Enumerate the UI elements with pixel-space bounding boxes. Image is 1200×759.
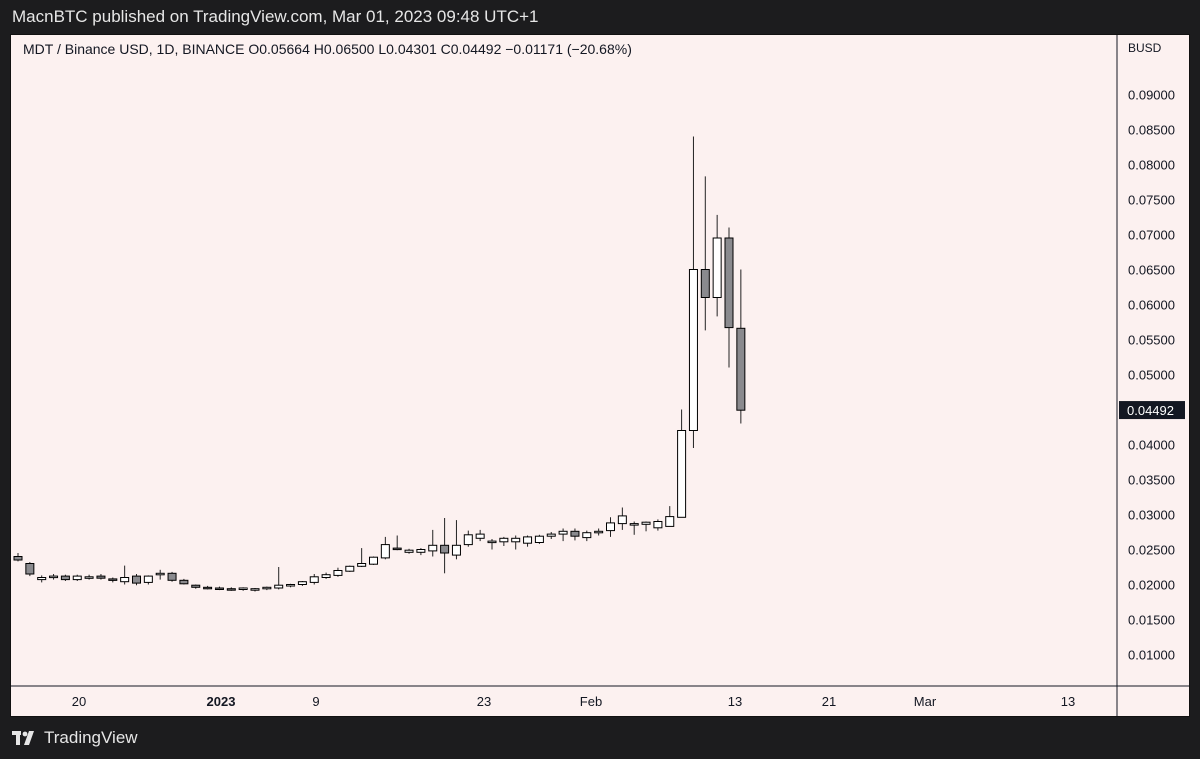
candle-down [108,578,118,581]
price-tick-label: 0.06500 [1128,263,1175,278]
candle-up [677,430,687,518]
candle-up [475,533,485,539]
time-tick-label: 21 [822,694,836,709]
candle-up [629,523,639,526]
price-tick-label: 0.03000 [1128,508,1175,523]
candle-up [250,588,260,591]
candle-up [143,575,153,583]
candle-up [297,581,307,586]
last-price-tag [1119,401,1185,420]
candle-up [451,544,461,556]
time-tick-label: Feb [580,694,602,709]
candle-down [724,237,734,329]
candle-up [511,537,521,543]
price-tick-label: 0.08000 [1128,158,1175,173]
price-tick-label: 0.02000 [1128,578,1175,593]
candle-up [594,530,604,534]
candle-up [321,574,331,579]
brand-name: TradingView [44,728,138,747]
candle-up [262,586,272,590]
candle-up [546,533,556,537]
price-tick-label: 0.05000 [1128,368,1175,383]
candle-up [463,534,473,546]
time-tick-label: 9 [312,694,319,709]
price-tick-label: 0.02500 [1128,543,1175,558]
time-tick-label: 13 [1061,694,1075,709]
candle-up [404,549,414,553]
candle-down [132,575,141,584]
candle-up [37,577,47,581]
tradingview-logo-icon [12,731,34,745]
price-tick-label: 0.07000 [1128,228,1175,243]
price-tick-label: 0.01000 [1128,648,1175,663]
candle-up [523,536,533,544]
candle-down [13,556,23,561]
price-axis-currency: BUSD [1128,41,1162,55]
candle-down [392,547,402,551]
candle-up [582,532,592,539]
price-tick-label: 0.07500 [1128,193,1175,208]
candle-up [369,556,378,565]
candle-up [688,269,698,431]
candle-up [712,237,722,298]
publish-header: MacnBTC published on TradingView.com, Ma… [0,0,1200,34]
price-tick-label: 0.06000 [1128,298,1175,313]
chart-panel[interactable]: BUSD 0.01000 0.01500 0.02000 0.02500 0.03000 0… [10,34,1190,717]
candle-up [487,540,497,544]
candle-up [380,544,390,559]
candle-down [214,587,224,590]
candle-up [333,570,343,576]
candle-up [499,537,509,543]
candle-down [191,584,201,588]
candle-down [25,563,35,575]
price-tick-label: 0.03500 [1128,473,1175,488]
candle-down [60,575,70,581]
candle-up [155,572,165,576]
candle-up [84,576,94,579]
price-tick-label: 0.09000 [1128,88,1175,103]
candle-down [226,588,236,591]
candle-up [238,587,248,590]
candle-up [49,575,59,579]
time-tick-label: 2023 [207,694,236,709]
symbol-ohlc-legend: MDT / Binance USD, 1D, BINANCE O0.05664 … [23,41,632,57]
chart-canvas[interactable]: BUSD 0.01000 0.01500 0.02000 0.02500 0.03000 0… [11,35,1189,716]
candle-down [700,269,710,298]
candle-up [641,521,651,525]
price-tick-label: 0.08500 [1128,123,1175,138]
time-tick-label: Mar [914,694,937,709]
candle-down [440,544,450,554]
last-price-label: 0.04492 [1127,403,1174,418]
candle-up [357,563,367,567]
candle-up [617,515,627,525]
candle-down [570,530,580,537]
candle-up [416,549,426,553]
brand[interactable]: TradingView [12,728,138,748]
candle-down [96,575,106,579]
candle-up [120,577,130,583]
candle-up [309,576,319,583]
candle-up [534,535,544,544]
candle-up [558,530,568,535]
candle-up [274,584,284,589]
candle-up [428,544,438,552]
candle-down [203,586,213,590]
candle-up [286,584,296,587]
candle-up [345,565,355,572]
footer: TradingView [0,717,1200,759]
candle-up [653,521,663,529]
candle-up [606,522,615,532]
time-tick-label: 23 [477,694,491,709]
candle-down [179,579,189,585]
price-tick-label: 0.04000 [1128,438,1175,453]
price-tick-label: 0.01500 [1128,613,1175,628]
time-tick-label: 13 [728,694,742,709]
candle-down [736,327,746,411]
publish-info-text: MacnBTC published on TradingView.com, Ma… [12,7,539,26]
price-tick-label: 0.05500 [1128,333,1175,348]
candle-up [665,516,675,527]
candle-up [72,575,82,581]
time-tick-label: 20 [72,694,86,709]
candle-down [167,572,177,581]
